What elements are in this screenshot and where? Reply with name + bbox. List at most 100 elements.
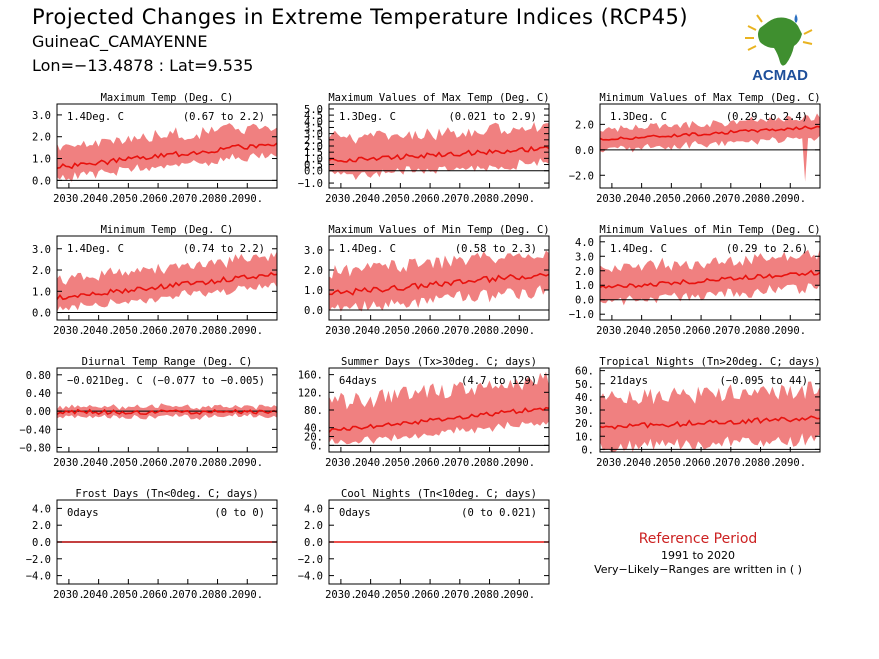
y-tick-label: 2.0 bbox=[32, 132, 51, 144]
x-tick-label: 2030. bbox=[596, 457, 628, 469]
chart-panel-11: −4.0 −2.0 0.0 2.0 4.0 2030.2040.2050.2060.207… bbox=[298, 488, 550, 601]
x-tick-label: 2060. bbox=[142, 325, 174, 337]
y-tick-label: −0.40 bbox=[19, 424, 51, 436]
x-tick-label: 2080. bbox=[474, 193, 506, 205]
y-tick-label: 0.0 bbox=[575, 295, 594, 307]
y-tick-label: 3.0 bbox=[575, 251, 594, 263]
y-tick-label: 0.80 bbox=[26, 370, 51, 382]
x-tick-label: 2050. bbox=[656, 325, 688, 337]
y-tick-label: 60. bbox=[575, 366, 594, 378]
mean-change-label: 0days bbox=[67, 507, 99, 519]
y-tick-label: 160. bbox=[298, 370, 323, 382]
mean-change-label: 21days bbox=[610, 375, 648, 387]
y-tick-label: 2.0 bbox=[32, 265, 51, 277]
mean-change-label: −0.021Deg. C bbox=[67, 375, 143, 387]
acmad-logo: ACMAD bbox=[738, 8, 822, 84]
x-tick-label: 2030. bbox=[596, 325, 628, 337]
y-tick-label: 4.0 bbox=[32, 503, 51, 515]
x-tick-label: 2090. bbox=[231, 589, 263, 601]
y-tick-label: −4.0 bbox=[26, 571, 51, 583]
x-tick-label: 2070. bbox=[715, 457, 747, 469]
x-tick-label: 2060. bbox=[685, 325, 717, 337]
x-tick-label: 2090. bbox=[774, 325, 806, 337]
x-tick-label: 2050. bbox=[385, 457, 417, 469]
x-tick-label: 2070. bbox=[172, 589, 204, 601]
x-tick-label: 2070. bbox=[172, 325, 204, 337]
x-tick-label: 2090. bbox=[774, 193, 806, 205]
y-tick-label: −2.0 bbox=[26, 554, 51, 566]
x-tick-label: 2040. bbox=[83, 457, 115, 469]
x-tick-label: 2060. bbox=[142, 193, 174, 205]
x-tick-label: 2050. bbox=[385, 589, 417, 601]
ensemble-mean-line bbox=[599, 415, 821, 430]
x-tick-label: 2070. bbox=[444, 457, 476, 469]
x-tick-label: 2080. bbox=[745, 457, 777, 469]
y-tick-label: −1.0 bbox=[298, 178, 323, 190]
y-tick-label: 3.0 bbox=[304, 129, 323, 141]
likely-range-label: (−0.095 to 44) bbox=[719, 375, 808, 387]
chart-panel-9: 0.10.20.30.40.50.60. 2030.2040.2050.2060.… bbox=[575, 356, 821, 469]
x-tick-label: 2090. bbox=[231, 193, 263, 205]
y-tick-label: 1.0 bbox=[32, 286, 51, 298]
plot-frame bbox=[599, 235, 821, 321]
x-tick-label: 2070. bbox=[444, 589, 476, 601]
mean-change-label: 1.4Deg. C bbox=[67, 243, 124, 255]
y-tick-label: 4.0 bbox=[304, 503, 323, 515]
x-tick-label: 2040. bbox=[355, 589, 387, 601]
x-tick-label: 2090. bbox=[503, 325, 535, 337]
x-tick-label: 2070. bbox=[172, 193, 204, 205]
likely-range-label: (0.67 to 2.2) bbox=[183, 111, 265, 123]
x-tick-label: 2030. bbox=[596, 193, 628, 205]
x-tick-label: 2030. bbox=[53, 193, 85, 205]
ensemble-mean-line bbox=[56, 142, 278, 170]
x-tick-label: 2050. bbox=[113, 457, 145, 469]
y-tick-label: 40. bbox=[304, 423, 323, 435]
reference-period-title: Reference Period bbox=[638, 531, 758, 547]
chart-title: Maximum Values of Min Temp (Deg. C) bbox=[328, 224, 549, 236]
x-tick-label: 2080. bbox=[474, 457, 506, 469]
chart-title: Summer Days (Tx>30deg. C; days) bbox=[341, 356, 537, 368]
ensemble-mean-line bbox=[599, 125, 821, 141]
y-tick-label: 2.0 bbox=[575, 266, 594, 278]
plot-frame bbox=[56, 367, 278, 453]
y-tick-label: 4.0 bbox=[304, 116, 323, 128]
logo-text: ACMAD bbox=[752, 67, 808, 84]
likely-range-label: (0.29 to 2.4) bbox=[726, 111, 808, 123]
x-tick-label: 2090. bbox=[503, 589, 535, 601]
y-tick-label: 0. bbox=[310, 440, 323, 452]
uncertainty-band bbox=[57, 251, 277, 312]
uncertainty-band bbox=[600, 248, 820, 306]
x-tick-label: 2030. bbox=[325, 325, 357, 337]
y-tick-label: 0.0 bbox=[32, 175, 51, 187]
y-tick-label: 0.0 bbox=[304, 537, 323, 549]
x-tick-label: 2030. bbox=[325, 193, 357, 205]
mean-change-label: 1.4Deg. C bbox=[67, 111, 124, 123]
y-tick-label: 3.0 bbox=[32, 244, 51, 256]
x-tick-label: 2040. bbox=[626, 325, 658, 337]
y-tick-label: −4.0 bbox=[298, 571, 323, 583]
mean-change-label: 0days bbox=[339, 507, 371, 519]
x-tick-label: 2030. bbox=[325, 589, 357, 601]
y-tick-label: 120. bbox=[298, 387, 323, 399]
ensemble-mean-line bbox=[56, 271, 278, 301]
likely-range-label: (−0.077 to −0.005) bbox=[151, 375, 265, 387]
likely-range-label: (4.7 to 129) bbox=[461, 375, 537, 387]
x-tick-label: 2040. bbox=[83, 325, 115, 337]
y-tick-label: −2.0 bbox=[569, 170, 594, 182]
y-tick-label: 0.0 bbox=[304, 305, 323, 317]
x-tick-label: 2090. bbox=[231, 325, 263, 337]
ensemble-mean-line bbox=[56, 408, 278, 416]
likely-range-label: (0 to 0.021) bbox=[461, 507, 537, 519]
y-tick-label: −1.0 bbox=[569, 309, 594, 321]
y-tick-label: 1.0 bbox=[304, 153, 323, 165]
x-tick-label: 2040. bbox=[355, 457, 387, 469]
chart-panel-10: −4.0 −2.0 0.0 2.0 4.0 2030.2040.2050.2060.207… bbox=[26, 488, 278, 601]
plot-frame bbox=[328, 235, 550, 321]
chart-title: Minimum Values of Min Temp (Deg. C) bbox=[599, 224, 820, 236]
chart-panel-5: 0.0 1.0 2.0 3.0 2030.2040.2050.2060.2070.208… bbox=[304, 224, 550, 337]
y-tick-label: 2.0 bbox=[575, 119, 594, 131]
x-tick-label: 2050. bbox=[385, 325, 417, 337]
x-tick-label: 2050. bbox=[113, 325, 145, 337]
uncertainty-band bbox=[329, 122, 549, 180]
y-tick-label: −2.0 bbox=[298, 554, 323, 566]
